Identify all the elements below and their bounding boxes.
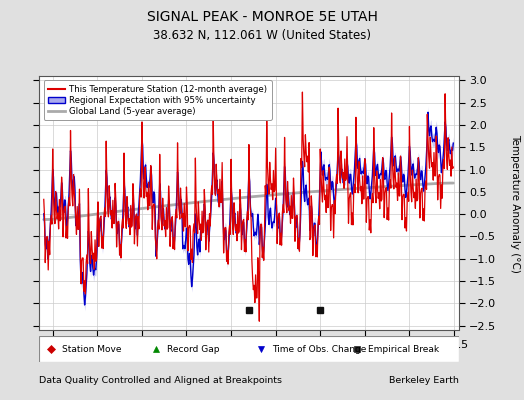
Text: SIGNAL PEAK - MONROE 5E UTAH: SIGNAL PEAK - MONROE 5E UTAH [147, 10, 377, 24]
Text: Berkeley Earth: Berkeley Earth [389, 376, 458, 385]
Y-axis label: Temperature Anomaly (°C): Temperature Anomaly (°C) [510, 134, 520, 272]
Text: 38.632 N, 112.061 W (United States): 38.632 N, 112.061 W (United States) [153, 29, 371, 42]
Legend: This Temperature Station (12-month average), Regional Expectation with 95% uncer: This Temperature Station (12-month avera… [43, 80, 272, 120]
Text: Data Quality Controlled and Aligned at Breakpoints: Data Quality Controlled and Aligned at B… [39, 376, 282, 385]
Text: Empirical Break: Empirical Break [368, 344, 440, 354]
Text: Time of Obs. Change: Time of Obs. Change [272, 344, 366, 354]
FancyBboxPatch shape [39, 336, 459, 362]
Text: Station Move: Station Move [62, 344, 122, 354]
Text: Record Gap: Record Gap [167, 344, 220, 354]
